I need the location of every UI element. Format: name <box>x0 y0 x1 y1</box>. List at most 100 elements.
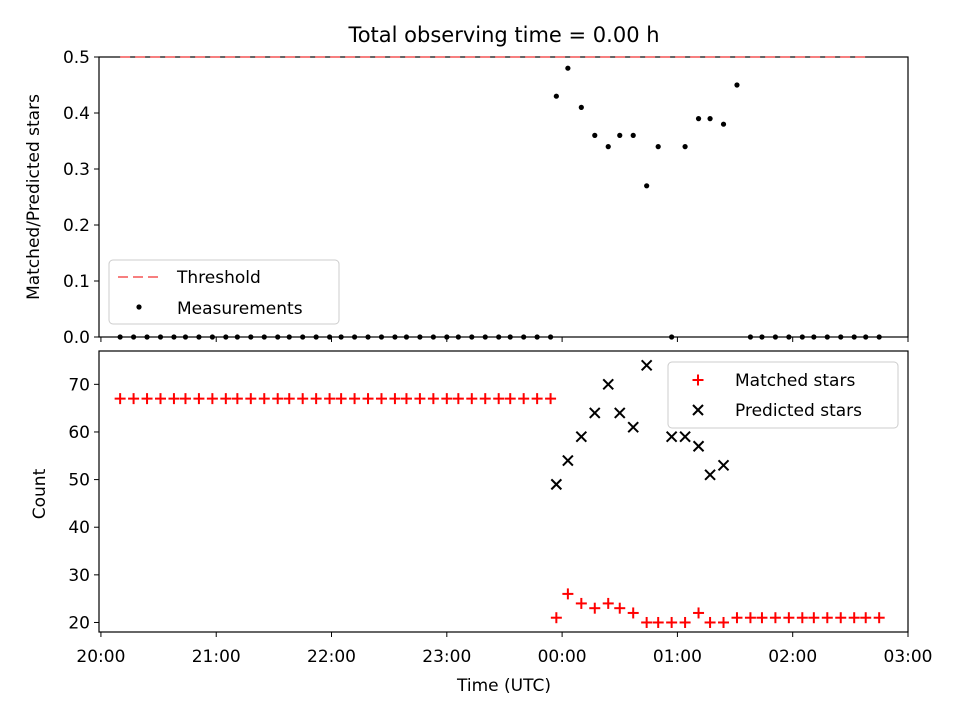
matched-star-point <box>154 393 166 405</box>
bottom-axes-frame <box>98 350 909 633</box>
matched-star-point <box>283 393 295 405</box>
measurement-point <box>482 334 488 340</box>
measurement-point <box>592 132 598 138</box>
measurement-point <box>378 334 385 340</box>
matched-star-point <box>848 612 860 624</box>
matched-star-point <box>504 393 516 405</box>
matched-legend-label: Matched stars <box>735 371 855 391</box>
matched-star-point <box>493 393 505 405</box>
measurement-point <box>747 334 754 340</box>
predicted-star-point <box>550 478 563 491</box>
x-tick-label: 00:00 <box>538 647 587 667</box>
x-tick-label: 21:00 <box>192 647 241 667</box>
measurement-point <box>365 334 371 340</box>
matched-star-point <box>141 393 153 405</box>
matched-star-point <box>179 393 191 405</box>
matched-star-point <box>245 393 257 405</box>
predicted-star-point-b <box>704 469 716 481</box>
measurement-point <box>392 334 398 340</box>
measurement-point <box>234 334 240 340</box>
measurement-point <box>786 334 792 340</box>
predicted-star-point <box>679 431 691 443</box>
predicted-star-point <box>627 421 639 433</box>
predicted-star-point-b <box>614 407 626 419</box>
predicted-star-point <box>717 459 730 472</box>
measurement-point <box>799 334 805 340</box>
predicted-star-point <box>589 407 601 419</box>
measurement-point <box>430 334 436 340</box>
matched-star-point <box>614 602 626 614</box>
top-legend: Threshold Measurements <box>108 259 340 325</box>
measurement-point <box>644 183 650 189</box>
matched-star-point <box>783 612 795 624</box>
bottom-legend-box <box>667 361 899 429</box>
top-y-axis-label: Matched/Predicted stars <box>24 94 44 300</box>
measurement-point <box>605 144 611 150</box>
matched-star-point <box>231 393 243 405</box>
measurement-point <box>496 334 502 340</box>
measurement-point <box>444 334 450 340</box>
matched-star-point <box>220 393 232 405</box>
measurement-point <box>669 334 675 340</box>
x-tick-label: 22:00 <box>307 647 356 667</box>
measurement-point <box>876 334 882 340</box>
matched-star-point <box>531 393 543 405</box>
x-tick-label: 23:00 <box>422 647 471 667</box>
measurement-point <box>838 334 844 340</box>
top-chart-title: Total observing time = 0.00 h <box>347 23 659 47</box>
matched-star-point <box>744 612 756 624</box>
matched-star-point <box>297 393 309 405</box>
matched-star-point <box>679 616 691 628</box>
matched-star-point <box>389 393 401 405</box>
matched-star-point <box>550 612 562 624</box>
bottom-y-tick-label: 20 <box>68 613 90 633</box>
matched-star-point <box>414 393 426 405</box>
bottom-legend: Matched stars Predicted stars <box>667 361 899 429</box>
matched-star-point <box>518 393 530 405</box>
predicted-star-point-b <box>627 421 639 433</box>
matched-star-point <box>349 393 361 405</box>
bottom-y-tick-label: 50 <box>68 471 90 491</box>
top-y-tick-label: 0.4 <box>63 104 90 124</box>
predicted-star-point-b <box>589 407 601 419</box>
matched-legend-glyph <box>692 374 704 386</box>
predicted-star-point-b <box>562 454 574 467</box>
measurement-point <box>695 116 702 122</box>
measurement-point <box>196 334 202 340</box>
matched-star-point <box>602 597 614 609</box>
x-tick-label: 01:00 <box>653 647 702 667</box>
predicted-star-point-b <box>679 431 691 443</box>
measurement-point <box>248 334 254 340</box>
measurement-point <box>707 116 713 122</box>
matched-star-point <box>193 393 205 405</box>
matched-star-point <box>258 393 270 405</box>
bottom-y-axis-label: Count <box>30 468 50 519</box>
predicted-star-point-b <box>665 431 678 443</box>
matched-star-point <box>756 612 768 624</box>
matched-star-point <box>860 612 872 624</box>
measurement-point <box>171 334 177 340</box>
predicted-star-point <box>602 378 614 391</box>
matched-star-point <box>796 612 808 624</box>
matched-star-point <box>821 612 833 624</box>
measurement-point <box>326 334 333 340</box>
matched-star-point <box>666 616 678 628</box>
predicted-star-point <box>575 431 588 443</box>
measurement-point <box>824 334 830 340</box>
measurement-point <box>851 334 857 340</box>
predicted-star-point-b <box>550 478 563 491</box>
measurement-point <box>682 144 688 150</box>
matched-star-point <box>652 616 664 628</box>
predicted-legend-glyph <box>692 404 704 416</box>
predicted-star-point <box>692 440 705 452</box>
measurement-point <box>117 334 123 340</box>
measurement-point <box>578 104 584 110</box>
predicted-legend-glyph-b <box>692 404 704 416</box>
top-y-tick-label: 0.3 <box>63 160 90 180</box>
measurement-point <box>223 334 229 340</box>
matched-star-point <box>272 393 284 405</box>
matched-star-point <box>693 607 705 619</box>
matched-star-point <box>466 393 478 405</box>
matched-star-point <box>310 393 322 405</box>
